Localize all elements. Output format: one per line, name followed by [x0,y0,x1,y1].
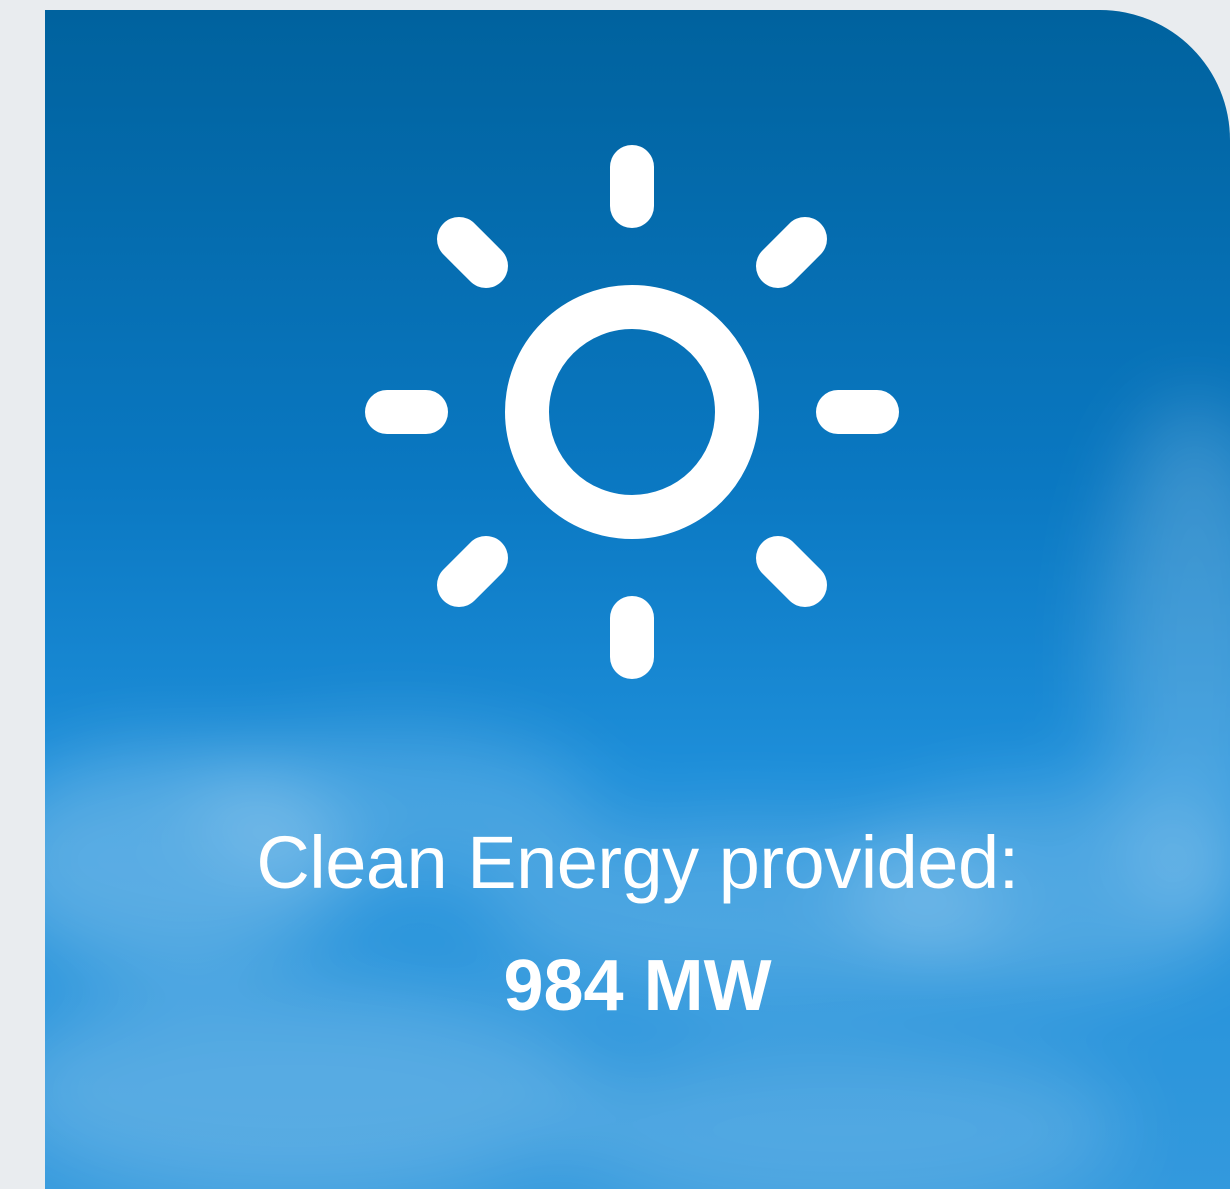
page: Clean Energy provided: 984 MW (() => { c… [0,0,1230,1189]
card-value: 984 MW [45,945,1230,1027]
sun-ring [527,307,737,517]
sun-ray [778,558,805,585]
sun-ray [778,239,805,266]
energy-card: Clean Energy provided: 984 MW [45,10,1230,1189]
card-label: Clean Energy provided: [45,820,1230,905]
sun-ray [459,239,486,266]
sun-ray [459,558,486,585]
